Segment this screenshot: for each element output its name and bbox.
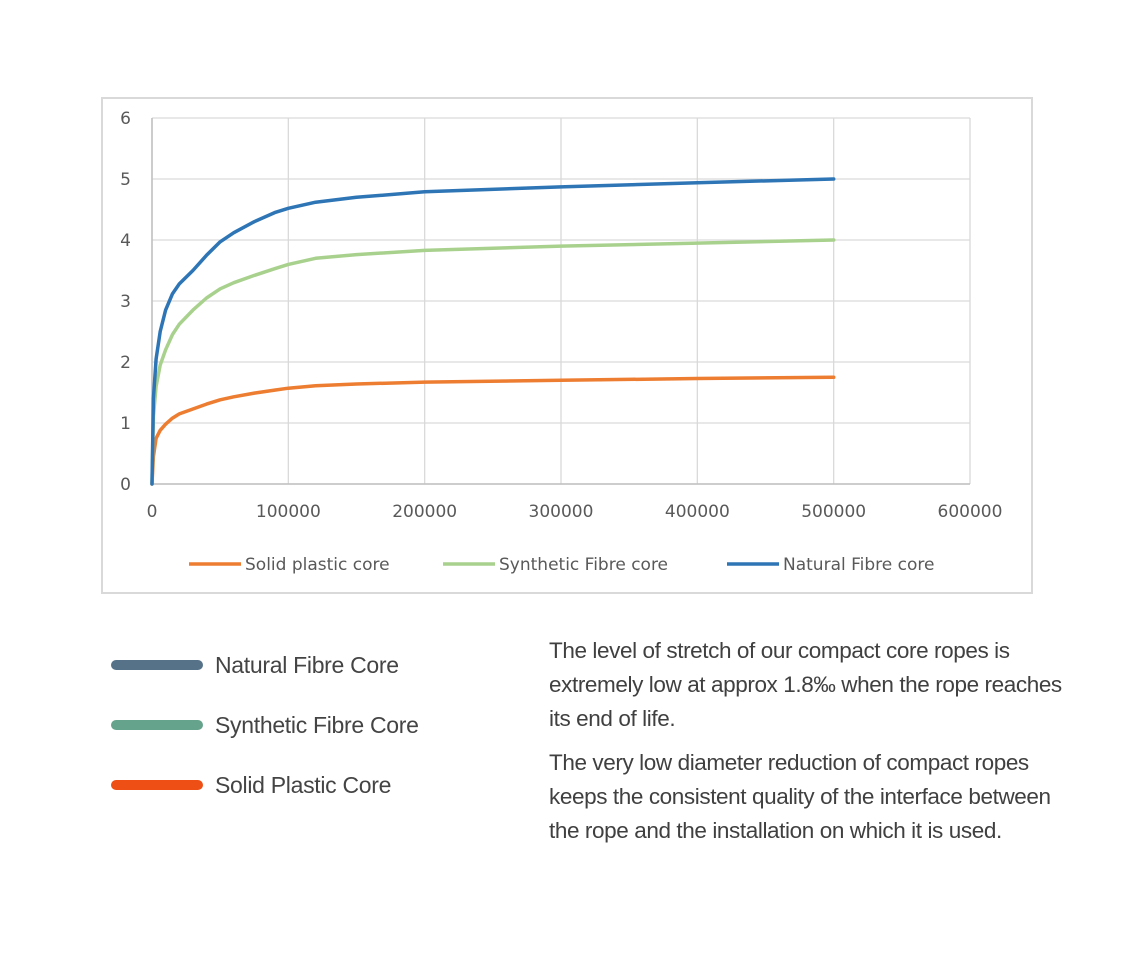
stretch-line-chart: 0 1 2 3 4 5 6 0 100000 200000 300000 400000 500000 60… [120, 109, 1003, 575]
y-tick-label: 2 [120, 353, 131, 373]
x-tick-label: 400000 [665, 502, 730, 522]
series-line-natural-fibre-core [150, 177, 836, 486]
key-swatch-natural [111, 660, 203, 670]
key-swatch-synthetic [111, 720, 203, 730]
y-tick-label: 0 [120, 475, 131, 495]
x-tick-label: 600000 [938, 502, 1003, 522]
y-tick-label: 4 [120, 231, 131, 251]
key-swatch-solid [111, 780, 203, 790]
y-tick-label: 6 [120, 109, 131, 129]
x-tick-label: 100000 [256, 502, 321, 522]
series-line-synthetic-fibre-core [150, 238, 836, 486]
legend-label-synthetic-fibre-core: Synthetic Fibre core [499, 555, 668, 575]
chart-container: 0 1 2 3 4 5 6 0 100000 200000 300000 400000 500000 60… [101, 97, 1033, 594]
series-line-solid-plastic-core [150, 375, 836, 486]
description-paragraph-stretch: The level of stretch of our compact core… [549, 638, 1062, 731]
y-tick-label: 5 [120, 170, 131, 190]
x-tick-label: 0 [147, 502, 158, 522]
x-tick-label: 300000 [529, 502, 594, 522]
key-label-synthetic: Synthetic Fibre Core [215, 711, 419, 738]
x-tick-label: 200000 [392, 502, 457, 522]
key-row-natural: Natural Fibre Core [111, 650, 399, 680]
key-label-solid: Solid Plastic Core [215, 771, 392, 798]
key-row-solid: Solid Plastic Core [111, 770, 391, 800]
legend-label-natural-fibre-core: Natural Fibre core [783, 555, 934, 575]
description-block: The level of stretch of our compact core… [549, 634, 1069, 858]
y-tick-label: 3 [120, 292, 131, 312]
key-row-synthetic: Synthetic Fibre Core [111, 710, 419, 740]
x-tick-label: 500000 [801, 502, 866, 522]
description-paragraph-diameter: The very low diameter reduction of compa… [549, 750, 1051, 843]
y-tick-label: 1 [120, 414, 131, 434]
key-label-natural: Natural Fibre Core [215, 651, 399, 678]
legend-label-solid-plastic-core: Solid plastic core [245, 555, 390, 575]
